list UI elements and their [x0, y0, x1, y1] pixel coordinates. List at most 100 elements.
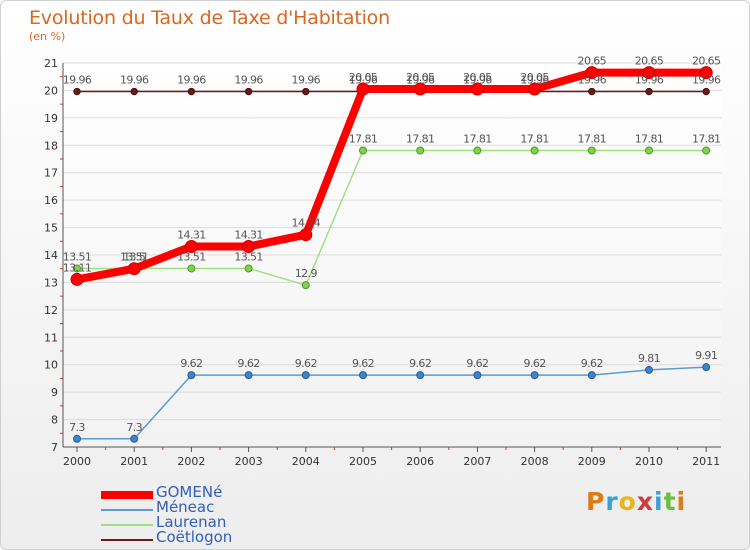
y-tick-label: 16 — [44, 194, 58, 207]
data-point — [645, 365, 653, 374]
y-tick-label: 11 — [44, 331, 58, 344]
data-label: 9.81 — [638, 352, 660, 365]
data-point — [413, 82, 427, 96]
data-point — [702, 87, 710, 96]
y-tick-label: 12 — [44, 304, 58, 317]
x-tick-label: 2007 — [463, 455, 491, 468]
data-label: 12.9 — [295, 267, 318, 280]
legend-swatch — [101, 491, 153, 499]
data-label: 19.96 — [349, 74, 378, 87]
data-label: 13.51 — [177, 250, 206, 263]
data-point — [187, 264, 196, 273]
data-label: 13.51 — [120, 250, 149, 263]
data-label: 17.81 — [578, 132, 607, 145]
y-tick-label: 17 — [44, 167, 58, 180]
data-label: 20.05 — [463, 71, 492, 84]
chart-unit-label: (en %) — [29, 30, 66, 43]
data-label: 19.96 — [406, 74, 435, 87]
brand-letter: t — [663, 487, 677, 516]
data-label: 13.5 — [123, 251, 146, 264]
data-label: 17.81 — [520, 132, 549, 145]
data-label: 19.96 — [463, 74, 492, 87]
data-label: 20.65 — [578, 55, 607, 68]
brand-letter: P — [586, 487, 606, 516]
data-label: 9.62 — [466, 357, 488, 370]
data-label: 17.81 — [406, 132, 435, 145]
data-point — [301, 281, 310, 290]
x-tick-label: 2004 — [292, 455, 320, 468]
data-label: 19.96 — [635, 74, 664, 87]
data-point — [699, 66, 713, 80]
data-label: 14.31 — [234, 228, 263, 241]
x-tick-label: 2000 — [63, 455, 91, 468]
data-point — [242, 239, 256, 253]
data-label: 17.81 — [635, 132, 664, 145]
brand-logo: Proxiti — [586, 487, 686, 516]
data-point — [645, 146, 653, 155]
brand-letter: r — [605, 487, 619, 516]
data-point — [585, 66, 599, 80]
x-tick-label: 2006 — [406, 455, 434, 468]
data-label: 9.62 — [409, 357, 431, 370]
data-label: 17.81 — [692, 132, 721, 145]
data-point — [187, 87, 196, 96]
data-label: 20.65 — [635, 55, 664, 68]
legend-swatch — [101, 509, 153, 511]
data-point — [588, 87, 596, 96]
data-point — [70, 272, 84, 286]
data-label: 9.62 — [180, 357, 202, 370]
legend-label: Laurenan — [156, 513, 227, 531]
data-point — [302, 87, 310, 96]
data-point — [244, 264, 253, 273]
brand-letter: o — [618, 487, 637, 516]
data-label: 9.62 — [238, 357, 260, 370]
data-point — [359, 146, 367, 155]
data-label: 20.65 — [692, 55, 721, 68]
y-tick-label: 10 — [44, 359, 58, 372]
data-label: 19.96 — [578, 74, 607, 87]
y-tick-label: 14 — [44, 249, 58, 262]
brand-letter: i — [654, 487, 664, 516]
data-point — [127, 262, 141, 276]
data-point — [530, 371, 539, 380]
data-point — [473, 371, 482, 380]
data-label: 19.96 — [177, 74, 206, 87]
y-tick-label: 7 — [51, 441, 58, 454]
x-tick-label: 2008 — [521, 455, 549, 468]
data-point — [73, 87, 81, 96]
data-label: 7.3 — [126, 421, 142, 434]
x-tick-label: 2003 — [235, 455, 263, 468]
chart-title: Evolution du Taux de Taxe d'Habitation — [29, 7, 390, 29]
data-point — [244, 371, 253, 380]
data-point — [587, 146, 596, 155]
data-label: 9.62 — [295, 357, 317, 370]
data-label: 14.31 — [177, 228, 206, 241]
data-label: 19.96 — [692, 74, 721, 87]
data-point — [301, 371, 310, 380]
data-label: 9.62 — [352, 357, 374, 370]
data-point — [470, 82, 484, 96]
data-point — [73, 434, 81, 443]
y-tick-label: 20 — [44, 84, 58, 97]
data-point — [702, 363, 711, 372]
legend-label: Coëtlogon — [156, 528, 233, 546]
data-label: 7.3 — [69, 421, 85, 434]
y-tick-label: 18 — [44, 139, 58, 152]
x-tick-label: 2011 — [692, 455, 720, 468]
brand-letter: x — [636, 487, 654, 516]
brand-letter: i — [676, 487, 687, 516]
series-line — [73, 68, 711, 284]
data-label: 20.05 — [406, 71, 435, 84]
data-point — [416, 371, 425, 380]
data-label: 9.62 — [524, 357, 546, 370]
data-label: 13.11 — [63, 261, 92, 274]
data-label: 13.51 — [63, 250, 92, 263]
legend-swatch — [101, 539, 153, 541]
legend-label: Méneac — [156, 498, 215, 516]
data-point — [359, 371, 367, 380]
series-line — [76, 149, 707, 286]
data-point — [702, 146, 711, 155]
data-point — [530, 146, 539, 155]
x-tick-label: 2010 — [635, 455, 663, 468]
data-label: 20.05 — [349, 71, 378, 84]
